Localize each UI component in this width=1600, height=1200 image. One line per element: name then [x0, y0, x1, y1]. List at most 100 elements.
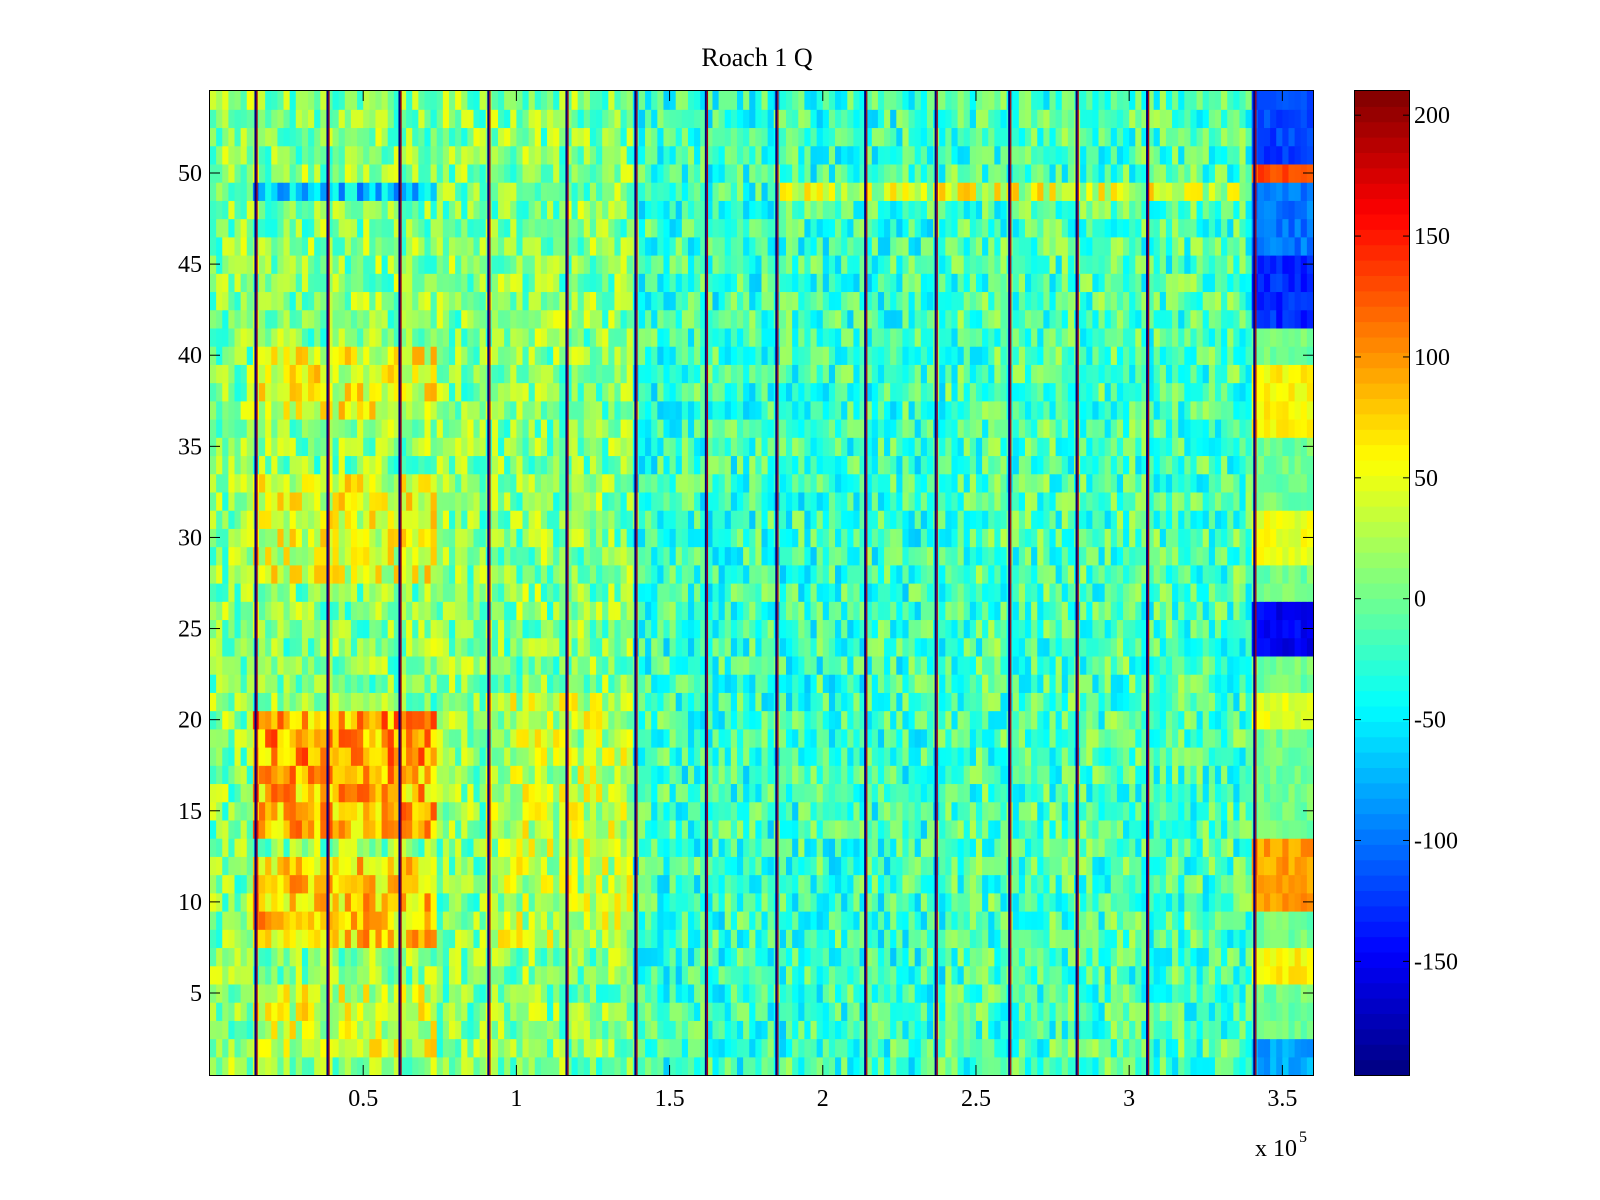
- heatmap-cell: [479, 1056, 487, 1076]
- heatmap-cell: [577, 965, 585, 985]
- heatmap-cell: [810, 983, 818, 1003]
- heatmap-cell: [853, 728, 861, 748]
- heatmap-cell: [1165, 819, 1173, 839]
- heatmap-cell: [216, 965, 223, 985]
- heatmap-cell: [240, 801, 248, 821]
- heatmap-cell: [553, 819, 560, 839]
- heatmap-cell: [939, 1002, 946, 1021]
- heatmap-cell: [761, 583, 769, 602]
- heatmap-cell: [749, 874, 756, 894]
- heatmap-cell: [681, 856, 689, 876]
- heatmap-cell: [1129, 637, 1136, 657]
- heatmap-cell: [1049, 747, 1057, 766]
- heatmap-cell: [534, 1056, 542, 1076]
- heatmap-cell: [663, 929, 671, 949]
- heatmap-cell: [1031, 619, 1038, 639]
- heatmap-cell: [608, 965, 616, 985]
- heatmap-cell: [871, 655, 879, 675]
- heatmap-cell: [730, 728, 738, 748]
- heatmap-cell: [1055, 874, 1063, 894]
- heatmap-cell: [1184, 911, 1192, 930]
- heatmap-cell: [277, 674, 285, 693]
- heatmap-cell: [246, 856, 254, 876]
- heatmap-cell: [406, 601, 413, 621]
- heatmap-cell: [963, 728, 971, 748]
- heatmap-cell: [553, 1020, 560, 1040]
- heatmap-cell: [663, 965, 671, 985]
- heatmap-cell: [1000, 1056, 1008, 1076]
- heatmap-cell: [467, 564, 475, 584]
- heatmap-cell: [289, 692, 297, 712]
- heatmap-cell: [626, 655, 634, 675]
- heatmap-cell: [700, 801, 707, 821]
- heatmap-cell: [559, 929, 567, 949]
- heatmap-cell: [375, 1056, 383, 1076]
- heatmap-cell: [828, 783, 836, 803]
- heatmap-cell: [853, 892, 861, 912]
- heatmap-cell: [516, 856, 524, 876]
- heatmap-cell: [1135, 1020, 1143, 1040]
- heatmap-cell: [724, 564, 732, 584]
- heatmap-cell: [945, 747, 953, 766]
- heatmap-cell: [890, 637, 897, 657]
- heatmap-cell: [1172, 983, 1179, 1003]
- heatmap-cell: [896, 710, 904, 730]
- heatmap-cell: [332, 765, 340, 785]
- heatmap-cell: [1116, 856, 1124, 876]
- heatmap-cell: [798, 1056, 805, 1076]
- heatmap-cell: [1037, 583, 1044, 602]
- heatmap-cell: [399, 637, 407, 657]
- heatmap-cell: [608, 1038, 616, 1058]
- heatmap-cell: [1098, 838, 1106, 857]
- heatmap-cell: [430, 583, 438, 602]
- heatmap-cell: [516, 692, 524, 712]
- heatmap-cell: [736, 856, 744, 876]
- heatmap-cell: [835, 965, 842, 985]
- heatmap-cell: [1086, 1038, 1093, 1058]
- heatmap-cell: [755, 637, 763, 657]
- heatmap-cell: [448, 1002, 456, 1021]
- heatmap-cell: [1190, 783, 1198, 803]
- heatmap-cell: [1270, 765, 1277, 785]
- heatmap-cell: [1135, 601, 1143, 621]
- heatmap-cell: [1092, 728, 1100, 748]
- heatmap-cell: [1294, 1056, 1302, 1076]
- heatmap-cell: [424, 1020, 432, 1040]
- heatmap-cell: [418, 655, 426, 675]
- heatmap-cell: [522, 1002, 530, 1021]
- heatmap-cell: [412, 783, 419, 803]
- heatmap-cell: [786, 1020, 793, 1040]
- heatmap-cell: [1233, 1020, 1241, 1040]
- heatmap-cell: [1276, 783, 1283, 803]
- heatmap-cell: [675, 637, 683, 657]
- heatmap-cell: [265, 838, 272, 857]
- heatmap-cell: [1214, 1002, 1222, 1021]
- heatmap-cell: [877, 765, 885, 785]
- heatmap-cell: [510, 619, 517, 639]
- heatmap-cell: [1165, 838, 1173, 857]
- heatmap-cell: [301, 838, 309, 857]
- heatmap-cell: [736, 564, 744, 584]
- heatmap-cell: [1208, 692, 1216, 712]
- heatmap-cell: [326, 1002, 334, 1021]
- heatmap-cell: [583, 710, 591, 730]
- heatmap-cell: [620, 1056, 628, 1076]
- heatmap-cell: [259, 856, 266, 876]
- heatmap-cell: [1233, 747, 1241, 766]
- heatmap-cell: [467, 765, 475, 785]
- heatmap-cell: [461, 692, 468, 712]
- heatmap-cell: [969, 911, 977, 930]
- heatmap-cell: [308, 710, 315, 730]
- heatmap-cell: [792, 783, 799, 803]
- heatmap-cell: [565, 765, 573, 785]
- heatmap-cell: [890, 801, 897, 821]
- heatmap-cell: [1049, 801, 1057, 821]
- heatmap-cell: [779, 983, 787, 1003]
- heatmap-cell: [1257, 1038, 1265, 1058]
- heatmap-cell: [381, 637, 389, 657]
- heatmap-cell: [638, 619, 646, 639]
- heatmap-cell: [363, 838, 370, 857]
- heatmap-cell: [1049, 819, 1057, 839]
- heatmap-cell: [602, 801, 609, 821]
- heatmap-cell: [1043, 801, 1051, 821]
